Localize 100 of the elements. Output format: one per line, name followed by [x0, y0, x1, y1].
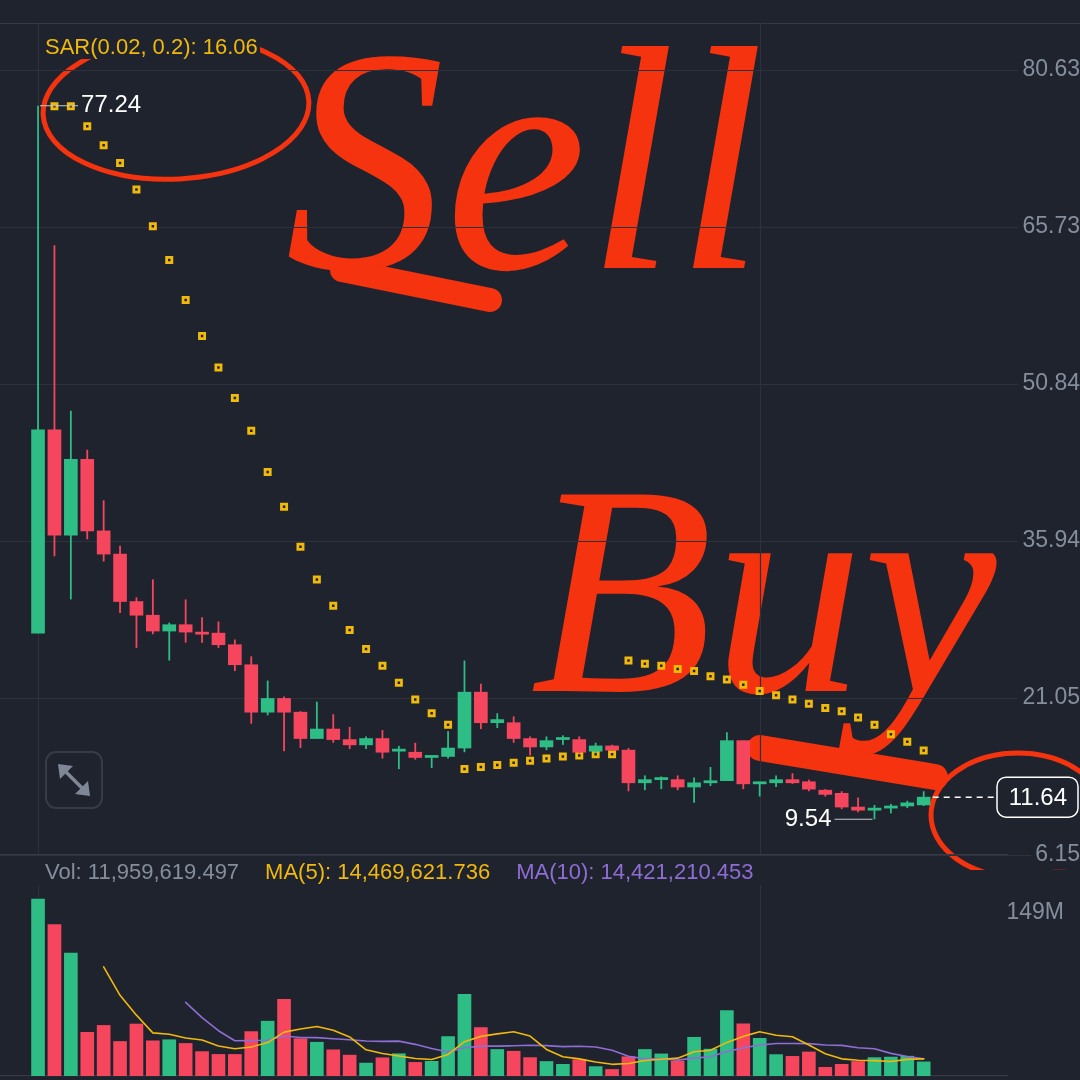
- annotation: 77.24: [81, 90, 142, 118]
- text: MA(5): 14,469,621.736: [263, 859, 493, 884]
- candlestick: [277, 695, 291, 753]
- bar: [802, 1051, 816, 1076]
- bar: [244, 1031, 259, 1076]
- bar: [916, 1061, 931, 1076]
- bar: [31, 898, 45, 1076]
- y-tick-label: 35.94: [1022, 526, 1080, 553]
- bar: [129, 1023, 144, 1076]
- candlestick: [375, 729, 390, 760]
- bar: [80, 1031, 95, 1076]
- y-tick-label: 50.84: [1022, 369, 1080, 396]
- point: [132, 185, 141, 194]
- bar: [572, 1059, 587, 1076]
- point: [148, 222, 157, 231]
- point: [116, 159, 125, 168]
- point: [526, 756, 535, 765]
- bar: [162, 1039, 177, 1076]
- bar: [785, 1056, 800, 1076]
- bar: [47, 924, 62, 1076]
- point: [181, 296, 190, 305]
- point: [378, 661, 387, 670]
- point: [444, 720, 453, 729]
- point: [198, 331, 207, 340]
- point: [165, 256, 174, 265]
- bar: [736, 1023, 751, 1076]
- candlestick: [392, 745, 406, 770]
- bar: [195, 1051, 209, 1076]
- bar: [211, 1054, 226, 1076]
- candlestick: [687, 776, 701, 804]
- bar: [326, 1049, 341, 1076]
- bar: [310, 1041, 324, 1076]
- bar: [441, 1036, 455, 1076]
- bar: [769, 1054, 783, 1076]
- bar: [178, 1043, 193, 1076]
- candlestick: [146, 578, 160, 636]
- bar: [506, 1050, 521, 1076]
- series-label: Vol: 11,959,619.497: [43, 859, 242, 884]
- bar: [474, 1027, 488, 1076]
- point: [509, 758, 518, 767]
- bar: [670, 1060, 685, 1076]
- annotation: Sell: [285, 0, 765, 337]
- point: [230, 394, 239, 403]
- bar: [64, 952, 78, 1076]
- bar: [277, 998, 291, 1076]
- ref-line-label: 11.64: [1008, 782, 1067, 810]
- point: [214, 363, 223, 372]
- point: [263, 467, 272, 476]
- candlestick: [326, 713, 341, 744]
- bar: [834, 1064, 849, 1076]
- bar: [605, 1069, 619, 1076]
- candlestick: [96, 499, 111, 563]
- bar: [539, 1061, 554, 1076]
- candlestick: [342, 726, 357, 750]
- point: [329, 601, 338, 610]
- bar: [490, 1049, 505, 1076]
- bar: [260, 1020, 275, 1076]
- candlestick: [441, 730, 455, 760]
- point: [312, 575, 321, 584]
- bar: [228, 1054, 242, 1076]
- point: [247, 426, 256, 435]
- point: [296, 542, 305, 551]
- candlestick: [752, 780, 767, 798]
- text: 149M: [1006, 898, 1064, 925]
- candlestick: [178, 598, 193, 644]
- y-tick-label: 65.73: [1022, 212, 1080, 239]
- candlestick: [162, 621, 177, 662]
- bar: [293, 1038, 308, 1076]
- candlestick: [703, 766, 718, 787]
- bar: [457, 993, 472, 1076]
- bar: [424, 1060, 439, 1076]
- point: [99, 141, 108, 150]
- y-tick-label: 21.05: [1022, 683, 1080, 710]
- y-tick-label: 80.63: [1022, 55, 1080, 82]
- bar: [359, 1062, 373, 1076]
- candlestick: [228, 638, 242, 672]
- bar: [556, 1064, 570, 1076]
- candlestick: [260, 679, 275, 717]
- bar: [523, 1057, 537, 1076]
- bar: [654, 1053, 669, 1076]
- bar: [851, 1061, 865, 1076]
- bar: [113, 1041, 127, 1076]
- point: [460, 765, 469, 774]
- point: [362, 644, 371, 653]
- bar: [375, 1057, 390, 1076]
- bar: [588, 1066, 603, 1076]
- point: [83, 122, 92, 131]
- candlestick: [129, 596, 144, 649]
- point: [476, 763, 485, 771]
- bar: [720, 1010, 734, 1076]
- point: [427, 709, 436, 718]
- bar: [342, 1054, 357, 1076]
- point: [493, 760, 502, 769]
- bar: [884, 1056, 898, 1076]
- point: [542, 754, 551, 763]
- text: SAR(0.02, 0.2): 16.06: [43, 34, 260, 59]
- annotation: Buy: [530, 424, 997, 756]
- point: [280, 502, 289, 511]
- candlestick: [195, 616, 209, 644]
- bar: [408, 1062, 423, 1076]
